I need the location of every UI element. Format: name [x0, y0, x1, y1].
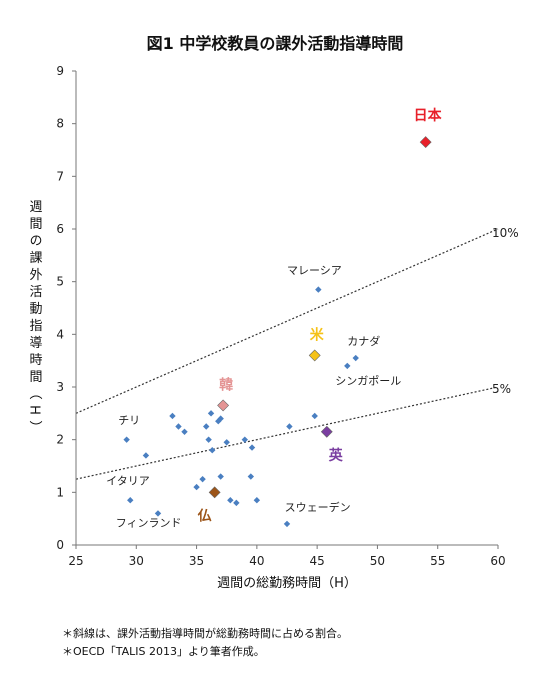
y-axis-label-char: H — [27, 405, 42, 415]
highlight-label-3: 英 — [328, 447, 344, 464]
data-point-9 — [203, 423, 210, 430]
y-axis-label: 週間の課外活動指導時間（ H） — [27, 200, 43, 434]
highlight-label-1: 米 — [310, 326, 325, 343]
y-tick-label-0: 0 — [56, 538, 64, 552]
chart-title: 図1 中学校教員の課外活動指導時間 — [146, 34, 404, 53]
country-label-6: スウェーデン — [285, 500, 351, 514]
data-point-18 — [233, 499, 240, 507]
y-axis-label-char: 時 — [27, 353, 43, 366]
highlight-point-3 — [320, 425, 333, 438]
data-point-4 — [169, 412, 176, 420]
data-point-10 — [205, 436, 212, 443]
y-axis-label-char: 活 — [27, 285, 43, 298]
data-point-22 — [253, 497, 261, 504]
reference-line-label-0: 10% — [492, 226, 519, 240]
footnote-source: ＊OECD「TALIS 2013」より筆者作成。 — [62, 645, 265, 658]
data-point-5 — [175, 423, 182, 430]
x-axis-label: 週間の総勤務時間（H） — [217, 576, 357, 591]
x-tick-label-1: 30 — [129, 554, 144, 568]
highlight-point-0 — [419, 136, 432, 149]
highlight-point-1 — [308, 349, 321, 362]
highlight-label-4: 仏 — [198, 508, 212, 524]
x-tick-label-2: 35 — [189, 554, 204, 568]
data-point-25 — [311, 412, 318, 420]
y-axis-label-char: 導 — [27, 336, 43, 349]
data-point-26 — [315, 286, 322, 293]
y-axis-label-char: 外 — [27, 268, 43, 281]
country-label-2: フィンランド — [116, 517, 182, 530]
x-tick-label-7: 60 — [490, 554, 505, 568]
y-axis-label-char: 課 — [27, 250, 43, 264]
y-axis-label-char: （ — [27, 387, 43, 400]
y-axis-label-char: 間 — [27, 370, 42, 384]
x-tick-label-4: 45 — [310, 554, 325, 568]
data-point-24 — [286, 423, 293, 430]
data-point-1 — [127, 497, 134, 504]
y-axis-label-char: 週 — [27, 200, 43, 213]
data-point-14 — [217, 415, 224, 422]
y-tick-label-6: 6 — [56, 222, 64, 236]
data-point-7 — [193, 483, 200, 491]
y-tick-label-1: 1 — [56, 485, 64, 499]
y-tick-label-5: 5 — [56, 275, 64, 289]
data-point-11 — [207, 410, 215, 417]
footnote-reference-lines: ＊斜線は、課外活動指導時間が総勤務時間に占める割合。 — [62, 627, 348, 640]
data-point-6 — [181, 428, 188, 435]
reference-line-1 — [75, 386, 499, 480]
data-point-21 — [248, 444, 256, 451]
y-axis-label-char: 指 — [27, 319, 43, 332]
data-point-20 — [247, 473, 255, 480]
reference-line-label-1: 5% — [492, 382, 511, 396]
y-tick-label-8: 8 — [56, 117, 64, 131]
data-point-8 — [199, 475, 206, 483]
y-tick-label-4: 4 — [56, 327, 64, 341]
data-point-23 — [283, 520, 291, 528]
highlight-point-4 — [208, 486, 221, 499]
data-point-28 — [352, 354, 359, 362]
country-label-5: シンガポール — [335, 374, 401, 387]
country-label-1: イタリア — [106, 474, 150, 487]
data-point-17 — [227, 497, 234, 504]
data-point-12 — [209, 447, 216, 454]
data-point-16 — [223, 439, 230, 446]
reference-line-0 — [75, 228, 499, 414]
highlight-label-0: 日本 — [414, 107, 443, 124]
y-axis-label-char: 間 — [27, 217, 42, 231]
country-label-4: カナダ — [347, 334, 380, 348]
y-tick-label-2: 2 — [56, 433, 64, 447]
y-tick-label-9: 9 — [56, 64, 64, 78]
highlight-label-2: 韓 — [219, 376, 233, 393]
data-point-3 — [154, 510, 162, 517]
data-point-19 — [241, 436, 248, 443]
x-tick-label-5: 50 — [370, 554, 385, 568]
x-tick-label-3: 40 — [249, 554, 264, 568]
y-tick-label-7: 7 — [56, 169, 64, 183]
x-tick-label-6: 55 — [430, 554, 445, 568]
y-axis-label-char: の — [27, 234, 42, 247]
data-point-15 — [217, 473, 224, 480]
x-tick-label-0: 25 — [68, 554, 83, 568]
data-point-0 — [123, 436, 130, 443]
y-axis-label-char: 動 — [27, 302, 43, 316]
highlight-point-2 — [217, 399, 230, 412]
country-label-3: マレーシア — [287, 264, 342, 277]
country-label-0: チリ — [118, 414, 140, 427]
y-axis-label-char: ） — [27, 421, 43, 434]
data-point-2 — [142, 452, 150, 459]
y-tick-label-3: 3 — [56, 380, 64, 394]
data-point-27 — [344, 362, 351, 370]
